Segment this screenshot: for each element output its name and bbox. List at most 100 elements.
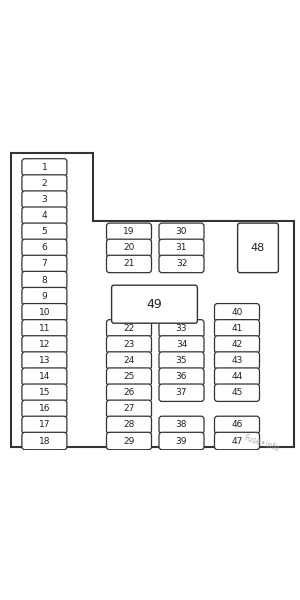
FancyBboxPatch shape xyxy=(106,255,152,272)
Text: 7: 7 xyxy=(41,259,47,268)
FancyBboxPatch shape xyxy=(238,223,278,272)
FancyBboxPatch shape xyxy=(106,416,152,434)
FancyBboxPatch shape xyxy=(214,336,260,353)
Text: 47: 47 xyxy=(231,437,243,445)
FancyBboxPatch shape xyxy=(159,239,204,257)
FancyBboxPatch shape xyxy=(214,384,260,401)
Text: 22: 22 xyxy=(123,324,135,333)
Text: 18: 18 xyxy=(39,437,50,445)
FancyBboxPatch shape xyxy=(159,223,204,241)
FancyBboxPatch shape xyxy=(159,320,204,337)
FancyBboxPatch shape xyxy=(214,368,260,385)
Text: 23: 23 xyxy=(123,340,135,349)
Text: 13: 13 xyxy=(39,356,50,365)
FancyBboxPatch shape xyxy=(159,255,204,272)
FancyBboxPatch shape xyxy=(22,223,67,241)
FancyBboxPatch shape xyxy=(159,384,204,401)
FancyBboxPatch shape xyxy=(22,255,67,272)
FancyBboxPatch shape xyxy=(214,304,260,321)
FancyBboxPatch shape xyxy=(112,285,197,323)
FancyBboxPatch shape xyxy=(106,368,152,385)
Text: 25: 25 xyxy=(123,372,135,381)
Text: 27: 27 xyxy=(123,404,135,413)
Text: 26: 26 xyxy=(123,388,135,397)
FancyBboxPatch shape xyxy=(214,320,260,337)
Text: 36: 36 xyxy=(176,372,187,381)
Text: 44: 44 xyxy=(231,372,243,381)
FancyBboxPatch shape xyxy=(22,207,67,224)
Text: 8: 8 xyxy=(41,275,47,284)
FancyBboxPatch shape xyxy=(22,287,67,305)
FancyBboxPatch shape xyxy=(106,352,152,369)
FancyBboxPatch shape xyxy=(22,239,67,257)
Text: 28: 28 xyxy=(123,421,135,430)
FancyBboxPatch shape xyxy=(22,304,67,321)
Text: 46: 46 xyxy=(231,421,243,430)
FancyBboxPatch shape xyxy=(22,271,67,289)
FancyBboxPatch shape xyxy=(159,368,204,385)
FancyBboxPatch shape xyxy=(106,239,152,257)
Text: 2: 2 xyxy=(42,179,47,188)
Text: 16: 16 xyxy=(39,404,50,413)
Text: 12: 12 xyxy=(39,340,50,349)
Text: 45: 45 xyxy=(231,388,243,397)
Text: 40: 40 xyxy=(231,308,243,317)
Text: 35: 35 xyxy=(176,356,187,365)
FancyBboxPatch shape xyxy=(22,368,67,385)
Text: 38: 38 xyxy=(176,421,187,430)
FancyBboxPatch shape xyxy=(159,432,204,450)
FancyBboxPatch shape xyxy=(106,400,152,418)
Text: 4: 4 xyxy=(42,211,47,220)
Text: 30: 30 xyxy=(176,227,187,236)
FancyBboxPatch shape xyxy=(22,191,67,208)
Text: 10: 10 xyxy=(39,308,50,317)
FancyBboxPatch shape xyxy=(106,320,152,337)
Text: 41: 41 xyxy=(231,324,243,333)
Text: 49: 49 xyxy=(147,298,162,311)
FancyBboxPatch shape xyxy=(214,432,260,450)
Text: 20: 20 xyxy=(123,244,135,253)
Polygon shape xyxy=(11,153,294,447)
Text: 34: 34 xyxy=(176,340,187,349)
FancyBboxPatch shape xyxy=(22,175,67,192)
Text: Fuse•info: Fuse•info xyxy=(242,433,280,454)
Text: 43: 43 xyxy=(231,356,243,365)
Text: 1: 1 xyxy=(41,163,47,172)
Text: 24: 24 xyxy=(123,356,135,365)
Text: 6: 6 xyxy=(41,244,47,253)
FancyBboxPatch shape xyxy=(214,416,260,434)
FancyBboxPatch shape xyxy=(106,432,152,450)
FancyBboxPatch shape xyxy=(106,336,152,353)
FancyBboxPatch shape xyxy=(106,384,152,401)
Text: 19: 19 xyxy=(123,227,135,236)
FancyBboxPatch shape xyxy=(22,384,67,401)
Text: 39: 39 xyxy=(176,437,187,445)
FancyBboxPatch shape xyxy=(22,432,67,450)
Text: 29: 29 xyxy=(123,437,135,445)
Text: 37: 37 xyxy=(176,388,187,397)
FancyBboxPatch shape xyxy=(106,223,152,241)
Text: 21: 21 xyxy=(123,259,135,268)
Text: 48: 48 xyxy=(251,243,265,253)
FancyBboxPatch shape xyxy=(159,352,204,369)
Text: 9: 9 xyxy=(41,292,47,301)
Text: 17: 17 xyxy=(39,421,50,430)
Text: 11: 11 xyxy=(39,324,50,333)
FancyBboxPatch shape xyxy=(22,400,67,418)
Text: 32: 32 xyxy=(176,259,187,268)
FancyBboxPatch shape xyxy=(22,320,67,337)
Text: 5: 5 xyxy=(41,227,47,236)
Text: 14: 14 xyxy=(39,372,50,381)
Text: 31: 31 xyxy=(176,244,187,253)
FancyBboxPatch shape xyxy=(214,352,260,369)
FancyBboxPatch shape xyxy=(22,352,67,369)
FancyBboxPatch shape xyxy=(159,336,204,353)
Text: 42: 42 xyxy=(231,340,243,349)
Text: 15: 15 xyxy=(39,388,50,397)
Text: 33: 33 xyxy=(176,324,187,333)
FancyBboxPatch shape xyxy=(22,416,67,434)
Text: 3: 3 xyxy=(41,195,47,204)
FancyBboxPatch shape xyxy=(159,416,204,434)
FancyBboxPatch shape xyxy=(22,336,67,353)
FancyBboxPatch shape xyxy=(22,159,67,176)
